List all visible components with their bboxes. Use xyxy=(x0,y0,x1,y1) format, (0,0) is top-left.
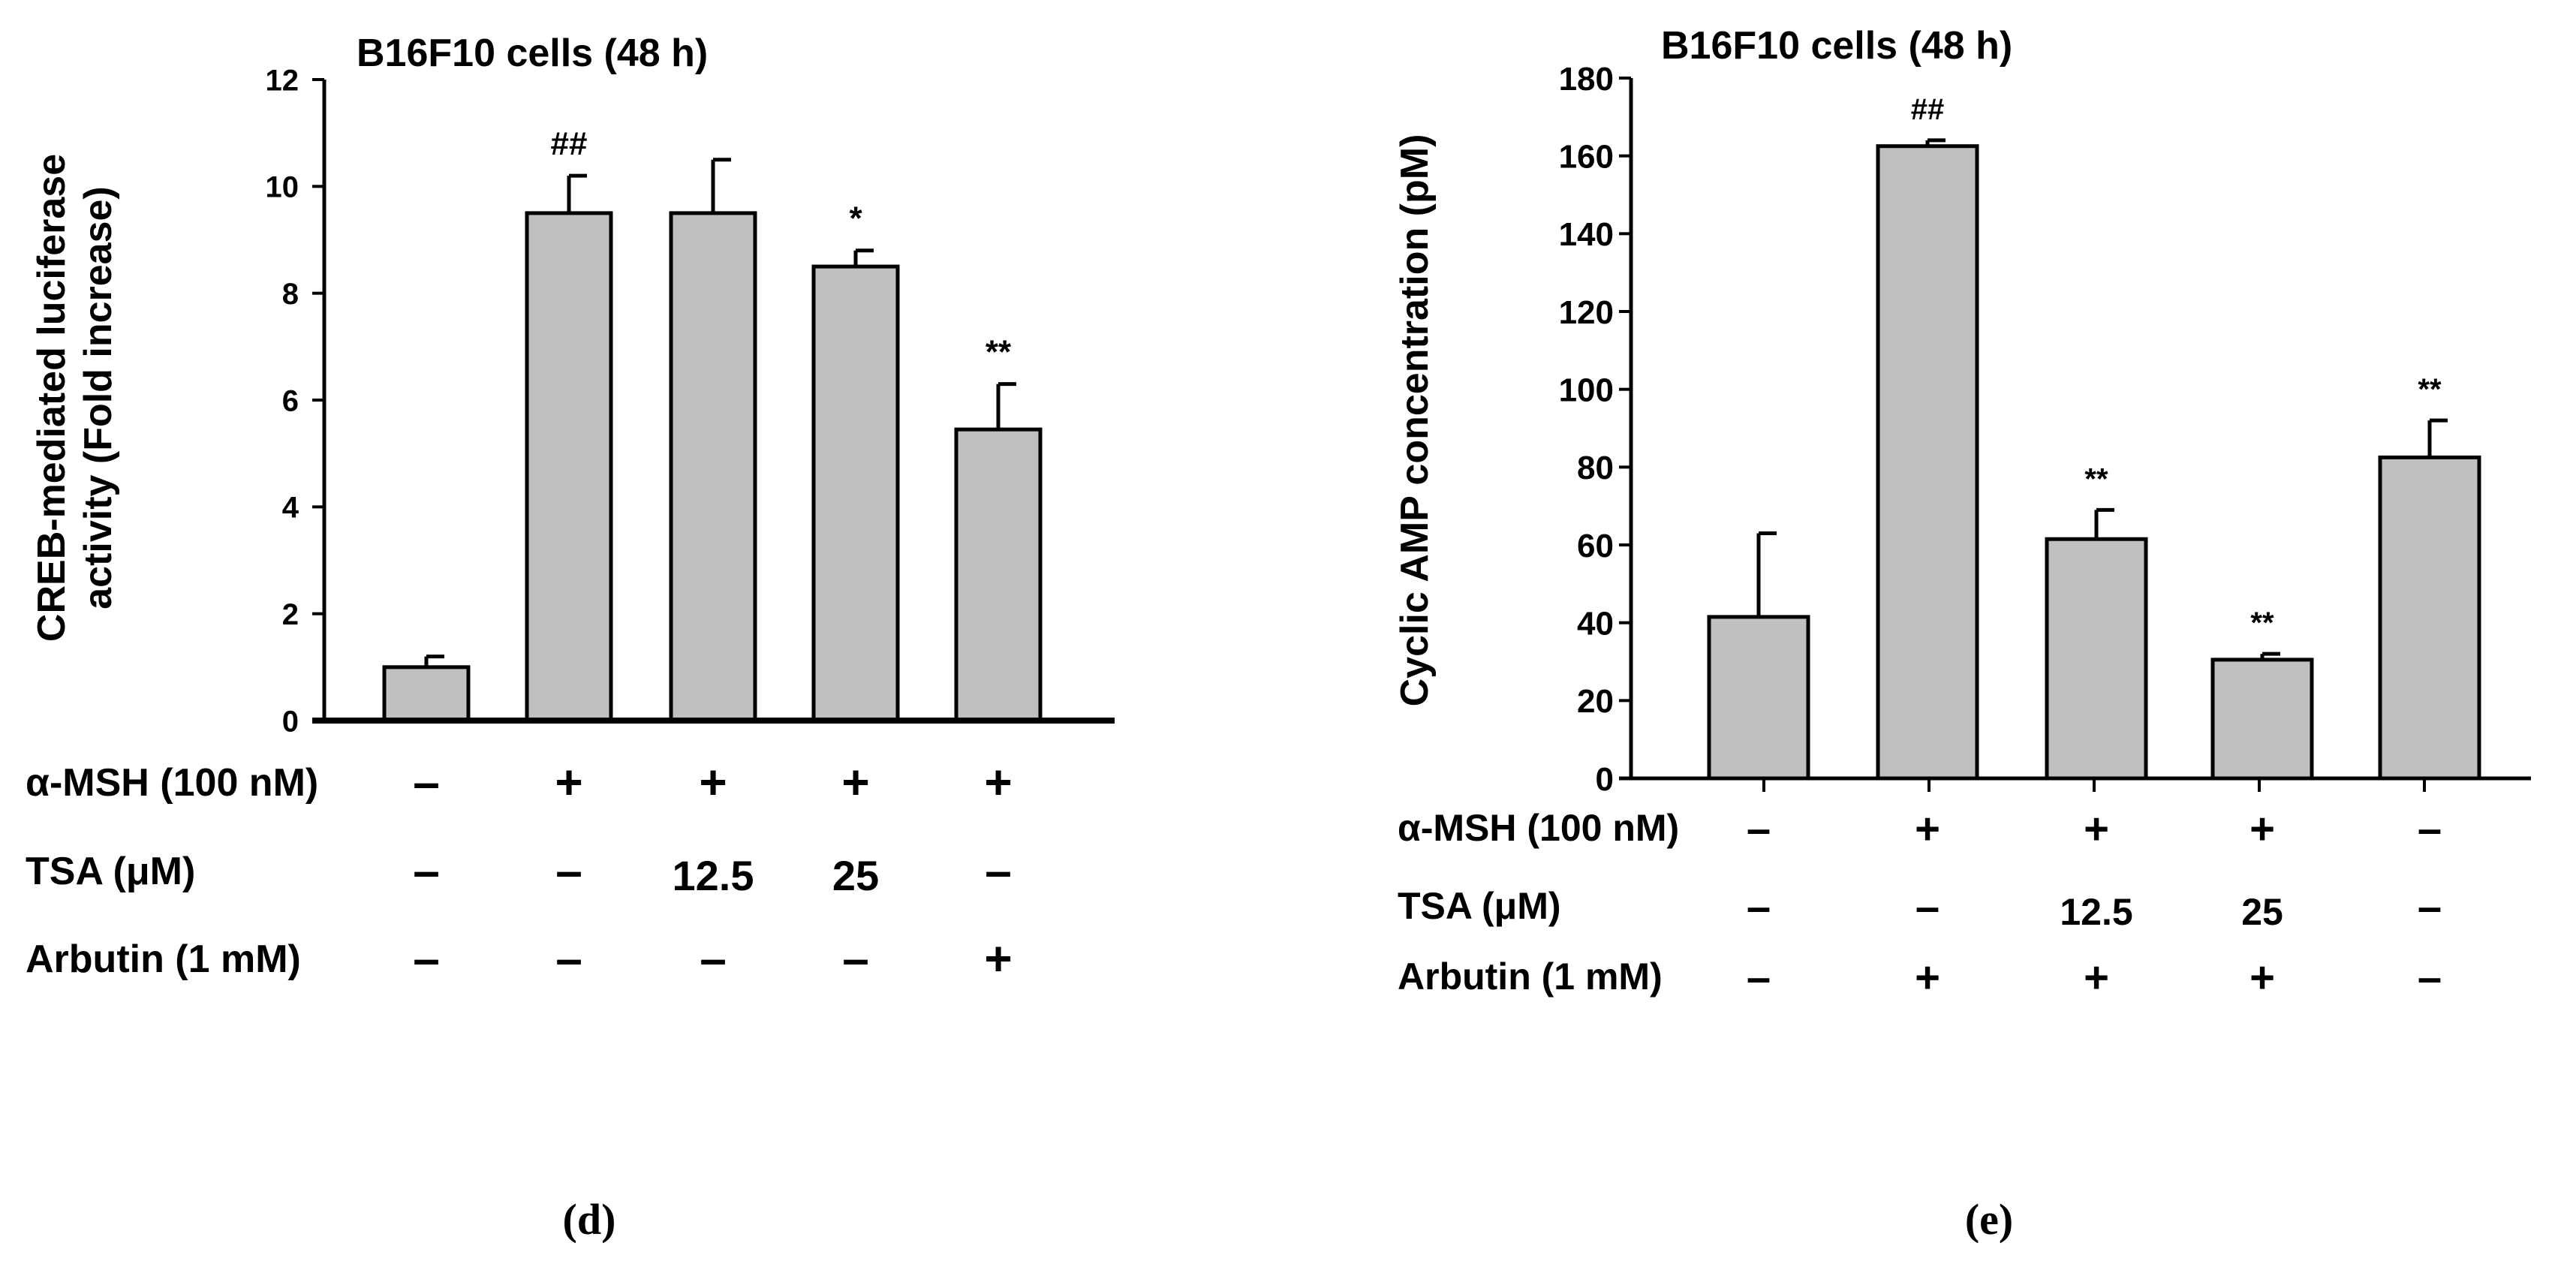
chart-panel-d: B16F10 cells (48 h) CREB-mediated lucife… xyxy=(26,32,1115,1244)
bars: ## ** ** ** xyxy=(1707,93,2481,781)
treatment-cell: 12.5 xyxy=(2060,891,2132,933)
treatment-row-label: TSA (μM) xyxy=(1398,885,1561,927)
bar xyxy=(382,665,471,723)
treatment-cell: 25 xyxy=(2241,891,2283,933)
bar xyxy=(525,211,613,723)
significance-label: ## xyxy=(551,125,588,162)
y-tick-label: 2 xyxy=(282,598,299,631)
y-tick-label: 12 xyxy=(266,64,299,97)
panel-label: (d) xyxy=(563,1195,616,1244)
y-tick-label: 8 xyxy=(282,278,299,311)
y-tick-label: 10 xyxy=(266,171,299,204)
bars: ##*** xyxy=(382,125,1043,723)
y-axis-label: Cyclic AMP concentration (pM) xyxy=(1393,134,1437,707)
significance-label: ** xyxy=(2084,462,2108,495)
treatment-cell: + xyxy=(2249,805,2275,853)
treatment-cell: + xyxy=(2249,953,2275,1002)
treatment-cell: – xyxy=(555,844,582,898)
axes xyxy=(312,80,1115,724)
significance-label: ** xyxy=(986,334,1012,371)
bar xyxy=(669,211,757,723)
axes xyxy=(1619,78,2531,792)
treatment-row-label: TSA (μM) xyxy=(26,850,195,893)
treatment-cell: – xyxy=(413,844,440,898)
significance-label: ** xyxy=(2418,373,2442,406)
y-tick-label: 60 xyxy=(1577,528,1614,564)
treatment-cell: + xyxy=(2084,953,2109,1002)
y-tick-label: 0 xyxy=(282,705,299,738)
treatment-cell: + xyxy=(984,755,1012,809)
y-tick-label: 6 xyxy=(282,384,299,417)
y-tick-label: 180 xyxy=(1559,61,1614,98)
treatment-cell: – xyxy=(2418,883,2442,931)
bar xyxy=(1876,144,1979,781)
treatment-cell: – xyxy=(842,931,869,986)
bar xyxy=(954,427,1043,723)
bar xyxy=(2210,658,2314,781)
treatment-cell: 12.5 xyxy=(673,852,754,899)
y-axis-label-line: Cyclic AMP concentration (pM) xyxy=(1393,134,1437,707)
treatment-row-label: Arbutin (1 mM) xyxy=(1398,956,1663,998)
bar xyxy=(811,264,900,723)
significance-label: * xyxy=(849,200,862,237)
treatment-cell: – xyxy=(1747,883,1771,931)
y-tick-label: 0 xyxy=(1596,761,1614,798)
chart-panel-e: B16F10 cells (48 h) Cyclic AMP concentra… xyxy=(1393,24,2531,1244)
y-tick-label: 100 xyxy=(1559,372,1614,409)
treatment-row-label: α-MSH (100 nM) xyxy=(26,761,318,805)
y-tick-label: 80 xyxy=(1577,450,1614,486)
y-tick-label: 160 xyxy=(1559,139,1614,176)
chart-title: B16F10 cells (48 h) xyxy=(1661,24,2012,68)
treatment-cell: + xyxy=(984,931,1012,986)
treatment-cell: + xyxy=(841,755,869,809)
bar xyxy=(2045,537,2148,781)
y-axis-label-line: activity (Fold increase) xyxy=(77,186,120,609)
y-tick-label: 40 xyxy=(1577,606,1614,643)
treatment-row-label: α-MSH (100 nM) xyxy=(1398,807,1679,849)
treatment-cell: – xyxy=(1747,953,1771,1002)
y-ticks: 0 20 40 60 80 100 120 140 160 180 xyxy=(1559,61,1631,798)
treatment-cell: – xyxy=(413,755,440,809)
panel-label: (e) xyxy=(1965,1195,2013,1244)
treatment-cell: + xyxy=(1915,805,1940,853)
treatment-cell: + xyxy=(699,755,727,809)
treatment-cell: – xyxy=(555,931,582,986)
treatment-table: α-MSH (100 nM) – + + + + TSA (μM) – – 12.5 25 – Arbu… xyxy=(26,755,1013,986)
y-ticks: 0 2 4 6 8 10 12 xyxy=(266,64,324,738)
y-tick-label: 140 xyxy=(1559,216,1614,253)
treatment-cell: – xyxy=(2418,805,2442,853)
significance-label: ## xyxy=(1911,93,1945,126)
treatment-cell: + xyxy=(1915,953,1940,1002)
treatment-cell: + xyxy=(2084,805,2109,853)
bar xyxy=(1707,615,1810,781)
treatment-cell: – xyxy=(1915,883,1940,931)
treatment-cell: – xyxy=(2418,953,2442,1002)
chart-title: B16F10 cells (48 h) xyxy=(357,32,708,75)
treatment-cell: + xyxy=(555,755,582,809)
treatment-cell: – xyxy=(1747,805,1771,853)
bar xyxy=(2378,455,2481,781)
treatment-row-label: Arbutin (1 mM) xyxy=(26,937,301,981)
y-axis-label: CREB-mediated luciferase activity (Fold … xyxy=(30,154,120,642)
y-axis-label-line: CREB-mediated luciferase xyxy=(30,154,74,642)
treatment-cell: – xyxy=(700,931,727,986)
treatment-cell: – xyxy=(985,844,1012,898)
significance-label: ** xyxy=(2250,606,2274,640)
treatment-table: α-MSH (100 nM) – + + + – TSA (μM) – – 12.5 25 – Arbu… xyxy=(1398,805,2442,1002)
y-tick-label: 4 xyxy=(282,492,299,525)
treatment-cell: – xyxy=(413,931,440,986)
y-tick-label: 120 xyxy=(1559,294,1614,331)
treatment-cell: 25 xyxy=(832,852,879,899)
y-tick-label: 20 xyxy=(1577,683,1614,720)
